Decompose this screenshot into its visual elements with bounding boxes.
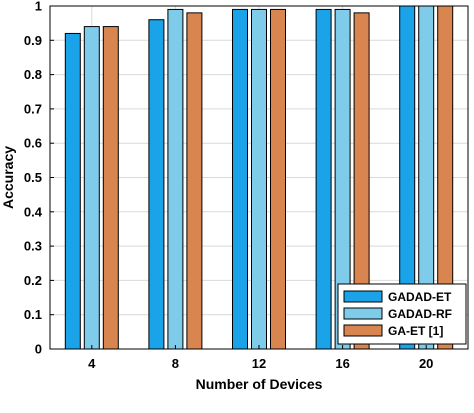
y-tick-label: 0.8 [24,67,42,82]
bar-ga-et-1-4 [102,26,119,350]
bar-gadad-et-16 [315,8,332,350]
legend-label: GA-ET [1] [388,324,443,338]
y-tick-label: 0.5 [24,170,42,185]
bars-group [64,5,454,350]
y-tick-label: 0.9 [24,33,42,48]
y-axis-ticks: 0 0.1 0.2 0.3 0.4 0.5 0.6 0.7 0.8 0.9 1 [24,0,54,357]
y-tick-label: 0.4 [24,204,43,219]
legend-label: GADAD-ET [388,290,452,304]
y-tick-label: 0.7 [24,101,42,116]
x-tick-label: 4 [88,356,96,371]
x-axis-ticks: 4 8 12 16 20 [88,345,433,371]
bar-gadad-et-8 [148,19,165,350]
bar-ga-et-1-8 [186,12,203,350]
legend: GADAD-ET GADAD-RF GA-ET [1] [337,283,467,345]
bar-ga-et-1-12 [270,8,286,350]
bar-gadad-rf-4 [83,26,100,350]
legend-swatch [343,307,383,320]
y-tick-label: 0 [35,342,42,357]
legend-label: GADAD-RF [388,307,452,321]
y-tick-label: 0.1 [24,307,42,322]
bar-gadad-rf-8 [167,8,184,350]
x-tick-label: 12 [252,356,266,371]
y-tick-label: 1 [35,0,42,14]
x-axis-title: Number of Devices [196,376,323,392]
legend-swatch [343,324,383,337]
bar-gadad-et-4 [64,32,81,350]
x-tick-label: 8 [172,356,179,371]
y-tick-label: 0.6 [24,136,42,151]
y-tick-label: 0.3 [24,239,42,254]
x-tick-label: 20 [419,356,433,371]
legend-swatch [343,290,383,303]
x-tick-label: 16 [335,356,349,371]
y-axis-title: Accuracy [0,146,16,209]
y-tick-label: 0.2 [24,273,42,288]
bar-gadad-et-12 [232,8,248,350]
bar-gadad-rf-12 [251,8,267,350]
